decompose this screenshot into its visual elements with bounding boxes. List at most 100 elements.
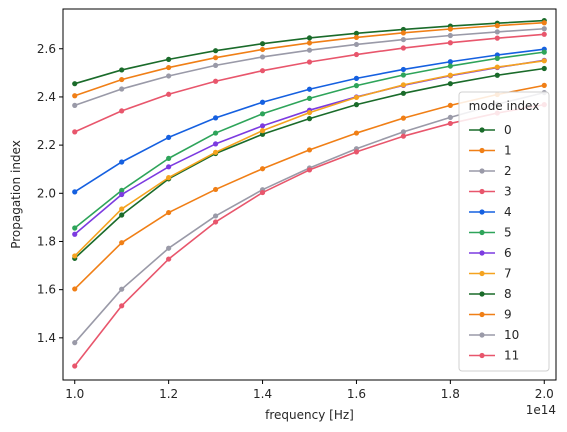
data-point — [306, 95, 313, 101]
data-point — [541, 49, 547, 55]
data-point — [400, 115, 407, 121]
data-point — [494, 29, 500, 35]
data-point — [72, 225, 78, 231]
data-point — [494, 72, 500, 78]
data-point — [353, 83, 360, 89]
legend-swatch-marker — [479, 291, 485, 297]
legend-label: 5 — [504, 226, 512, 240]
series-0 — [72, 65, 547, 261]
series-9 — [72, 20, 547, 99]
data-point — [119, 159, 125, 165]
legend-item-3: 3 — [469, 185, 512, 199]
legend-item-0: 0 — [469, 123, 512, 137]
legend-swatch-marker — [479, 352, 485, 359]
data-point — [166, 155, 172, 161]
series-10 — [72, 26, 547, 108]
y-axis: 1.4 1.6 1.8 2.0 2.2 2.4 2.6 — [37, 42, 63, 345]
data-point — [212, 62, 219, 68]
data-point — [353, 51, 360, 58]
legend-swatch-marker — [479, 311, 485, 318]
data-point — [212, 55, 219, 61]
legend-label: 1 — [504, 144, 512, 158]
data-point — [400, 36, 407, 43]
data-point — [353, 75, 360, 81]
y-axis-label: Propagation index — [9, 140, 23, 249]
legend-label: 7 — [504, 267, 512, 281]
data-point — [447, 120, 453, 127]
data-point — [541, 65, 547, 72]
data-point — [119, 67, 125, 73]
data-point — [259, 123, 266, 129]
data-point — [447, 40, 453, 46]
y-tick-label: 2.4 — [37, 90, 56, 104]
legend-item-1: 1 — [469, 144, 512, 158]
legend-item-5: 5 — [469, 226, 512, 240]
legend-swatch-marker — [479, 147, 485, 154]
data-point — [494, 55, 500, 61]
x-axis-offset-label: 1e14 — [526, 403, 556, 417]
data-point — [400, 82, 407, 88]
y-tick-label: 2.6 — [37, 42, 56, 56]
data-point — [541, 82, 547, 88]
legend-item-7: 7 — [469, 267, 512, 281]
data-point — [166, 73, 172, 79]
data-point — [447, 63, 453, 69]
data-point — [212, 213, 219, 219]
x-tick-label: 2.0 — [535, 387, 554, 401]
legend-label: 2 — [504, 164, 512, 178]
x-tick-label: 1.0 — [65, 387, 84, 401]
x-tick-label: 1.4 — [253, 387, 272, 401]
data-point — [306, 116, 313, 122]
data-point — [541, 26, 547, 32]
data-point — [494, 64, 500, 70]
data-point — [541, 20, 547, 26]
data-point — [259, 46, 266, 53]
y-tick-label: 1.4 — [37, 331, 56, 345]
data-point — [119, 187, 125, 194]
legend-title: mode index — [469, 99, 540, 113]
data-point — [400, 90, 407, 96]
series-4 — [72, 46, 547, 195]
y-tick-label: 1.8 — [37, 234, 56, 248]
data-point — [212, 141, 219, 147]
data-point — [259, 131, 266, 137]
data-point — [306, 147, 313, 153]
data-point — [166, 175, 172, 181]
data-point — [400, 30, 407, 36]
legend-swatch-marker — [479, 188, 485, 195]
data-point — [166, 209, 172, 216]
data-point — [353, 94, 360, 101]
data-point — [353, 149, 360, 155]
data-point — [306, 59, 313, 65]
data-point — [259, 166, 266, 172]
data-point — [353, 34, 360, 41]
legend-item-8: 8 — [469, 287, 512, 301]
data-point — [212, 130, 219, 136]
data-point — [166, 164, 172, 170]
legend-label: 10 — [504, 328, 519, 342]
data-point — [166, 64, 172, 71]
legend-label: 3 — [504, 185, 512, 199]
data-point — [212, 149, 219, 155]
data-point — [72, 102, 78, 108]
data-point — [119, 108, 125, 114]
data-point — [447, 59, 453, 65]
data-point — [306, 35, 313, 41]
data-point — [119, 191, 125, 198]
legend-swatch-marker — [479, 229, 485, 236]
data-point — [400, 45, 407, 51]
data-point — [306, 40, 313, 46]
data-point — [119, 240, 125, 246]
data-point — [400, 66, 407, 73]
data-point — [119, 206, 125, 212]
data-point — [166, 134, 172, 141]
data-point — [212, 186, 219, 193]
data-point — [447, 72, 453, 78]
legend-swatch-marker — [479, 250, 485, 256]
data-point — [166, 256, 172, 262]
data-point — [541, 58, 547, 64]
y-tick-label: 2.2 — [37, 138, 56, 152]
legend-swatch-marker — [479, 332, 485, 338]
data-point — [353, 102, 360, 108]
data-point — [541, 31, 547, 37]
